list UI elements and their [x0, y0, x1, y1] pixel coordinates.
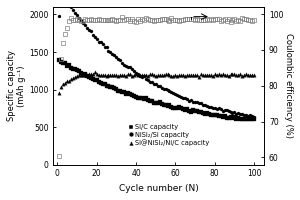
- Y-axis label: Coulombic efficiency (%): Coulombic efficiency (%): [284, 33, 293, 138]
- Y-axis label: Specific capacity
(mAh g⁻¹): Specific capacity (mAh g⁻¹): [7, 50, 26, 121]
- Legend: Si/C capacity, NiSi₂/Si capacity, Si@NiSi₂/Ni/C capacity: Si/C capacity, NiSi₂/Si capacity, Si@NiS…: [127, 121, 212, 149]
- X-axis label: Cycle number (N): Cycle number (N): [119, 184, 199, 193]
